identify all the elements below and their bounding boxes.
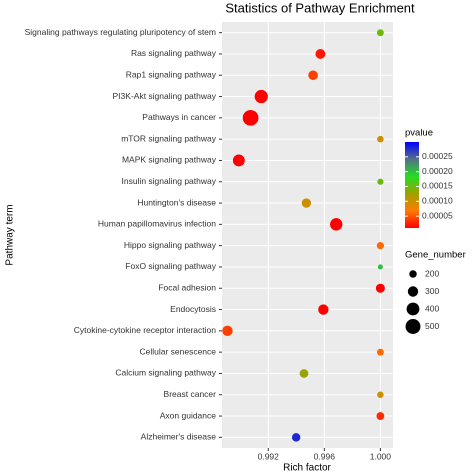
y-axis-title: Pathway term [5, 204, 16, 265]
size-legend-label: 200 [425, 268, 439, 278]
size-legend-key [407, 286, 419, 297]
bubble [318, 304, 329, 315]
x-tick-label: 0.992 [258, 451, 280, 461]
y-tick-label: Rap1 signaling pathway [126, 70, 217, 80]
bubble [301, 198, 312, 208]
colorbar-label: 0.00010 [422, 196, 453, 206]
bubble [254, 89, 268, 104]
bubble [377, 264, 383, 270]
bubble [376, 348, 384, 356]
y-tick-label: Cellular senescence [139, 346, 216, 356]
size-legend-key [405, 319, 421, 334]
bubble [232, 154, 245, 167]
x-tick-label: 0.996 [314, 451, 336, 461]
size-legend-label: 500 [425, 321, 439, 331]
bubble [376, 412, 385, 420]
chart-title: Statistics of Pathway Enrichment [225, 0, 415, 15]
y-tick-label: Endocytosis [170, 304, 216, 314]
size-legend-title: Gene_number [405, 250, 466, 261]
bubble [377, 178, 384, 185]
bubble [377, 135, 384, 143]
y-tick-label: Calcium signaling pathway [115, 368, 216, 378]
y-tick-label: MAPK signaling pathway [122, 155, 217, 165]
y-tick-label: Pathways in cancer [142, 112, 216, 122]
colorbar-label: 0.00005 [422, 210, 453, 220]
colorbar-label: 0.00015 [422, 181, 453, 191]
size-legend-label: 400 [425, 303, 439, 313]
y-tick-label: Hippo signaling pathway [124, 240, 217, 250]
plot-panel [222, 22, 393, 448]
y-tick-label: Human papillomavirus infection [98, 219, 216, 229]
bubble [308, 70, 318, 81]
bubble [376, 242, 384, 250]
size-legend-key [406, 302, 420, 316]
y-tick-label: Insulin signaling pathway [121, 176, 216, 186]
y-tick-label: Focal adhesion [158, 283, 216, 293]
bubble [315, 49, 326, 59]
y-tick-label: mTOR signaling pathway [121, 133, 217, 143]
colorbar-label: 0.00025 [422, 151, 453, 161]
y-tick-label: Ras signaling pathway [131, 48, 217, 58]
size-legend-label: 300 [425, 286, 439, 296]
y-tick-label: Axon guidance [160, 410, 217, 420]
y-tick-label: PI3K-Akt signaling pathway [113, 91, 217, 101]
y-tick-label: Huntington's disease [137, 197, 216, 207]
colorbar [405, 142, 419, 228]
size-legend-key [409, 270, 417, 278]
y-tick-label: Cytokine-cytokine receptor interaction [74, 325, 216, 335]
bubble [291, 433, 301, 442]
bubble [377, 391, 384, 399]
y-tick-label: Alzheimer's disease [141, 432, 217, 442]
y-tick-label: FoxO signaling pathway [125, 261, 216, 271]
bubble [375, 283, 385, 293]
bubble [222, 325, 233, 337]
bubble [299, 369, 309, 378]
x-tick-label: 1.000 [370, 451, 392, 461]
bubble [242, 109, 259, 126]
bubble [376, 29, 384, 37]
y-tick-label: Signaling pathways regulating pluripoten… [25, 27, 216, 37]
bubble [330, 218, 343, 231]
colorbar-label: 0.00020 [422, 166, 453, 176]
color-legend-title: pvalue [405, 128, 433, 139]
y-tick-label: Breast cancer [164, 389, 217, 399]
x-axis-title: Rich factor [283, 463, 331, 474]
